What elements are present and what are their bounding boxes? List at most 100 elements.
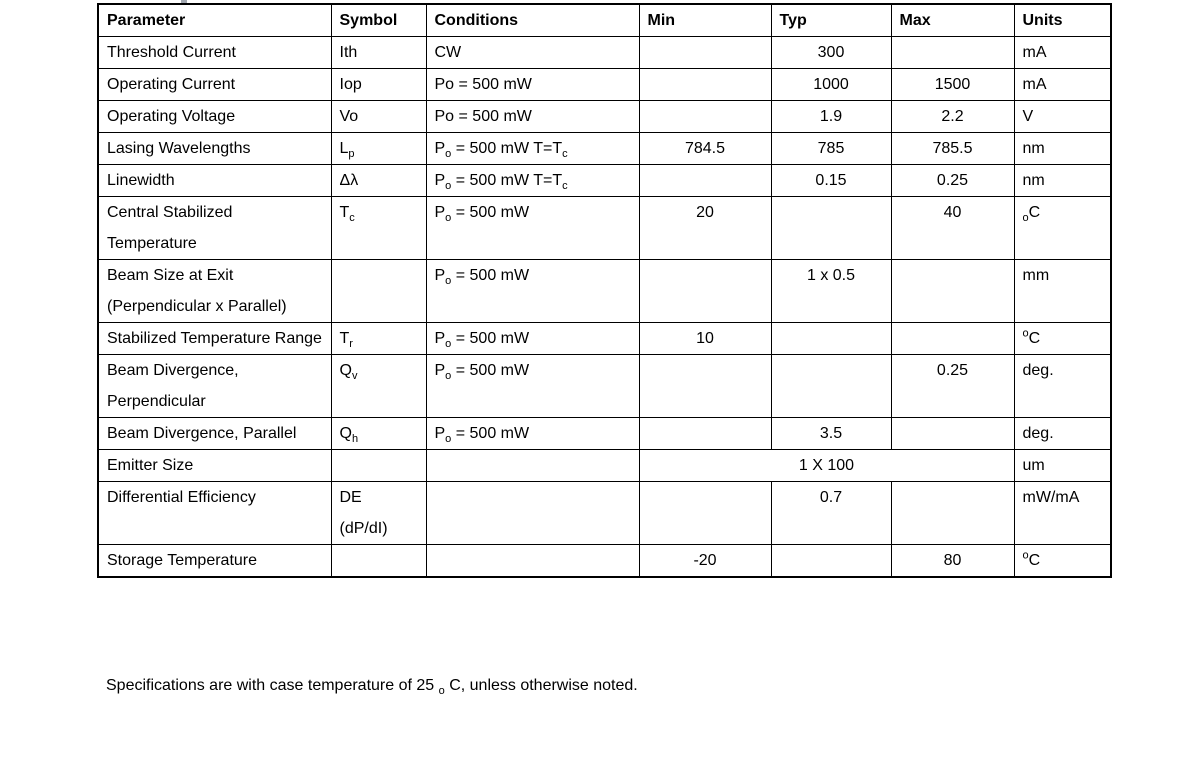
cell-typ [770,354,892,418]
cell-units: nm [1013,132,1112,165]
table-row: Operating Current Iop Po = 500 mW 1000 1500 m… [97,68,1112,101]
cell-parameter: Beam Size at Exit (Perpendicular x Paral… [97,259,332,323]
cell-parameter: Central Stabilized Temperature [97,196,332,260]
cell-conditions: Po = 500 mW [425,100,640,133]
cell-conditions: Po = 500 mW [425,322,640,355]
cell-max [890,322,1015,355]
table-row: Beam Divergence, Parallel Qh Po = 500 mW 3.… [97,417,1112,450]
cell-typ: 0.7 [770,481,892,545]
cell-min: 784.5 [638,132,772,165]
cell-units: nm [1013,164,1112,197]
table-row: Beam Size at Exit (Perpendicular x Paral… [97,259,1112,323]
table-row: Storage Temperature -20 80 oC [97,544,1112,578]
cell-max: 80 [890,544,1015,578]
cell-units: deg. [1013,417,1112,450]
cell-min: -20 [638,544,772,578]
cell-max [890,36,1015,69]
cell-symbol [330,544,427,578]
cell-parameter: Differential Efficiency [97,481,332,545]
column-header-parameter: Parameter [97,3,332,37]
table-row: Emitter Size 1 X 100 um [97,449,1112,482]
cell-conditions: Po = 500 mW [425,354,640,418]
cell-symbol: Ith [330,36,427,69]
cell-typ: 300 [770,36,892,69]
cell-symbol: Lp [330,132,427,165]
cell-units: oC [1013,544,1112,578]
cell-symbol: Qv [330,354,427,418]
footnote: Specifications are with case temperature… [106,677,638,698]
column-header-typ: Typ [770,3,892,37]
cell-units: mW/mA [1013,481,1112,545]
cell-min: 20 [638,196,772,260]
cell-max: 0.25 [890,354,1015,418]
cell-typ [770,544,892,578]
cell-parameter: Operating Current [97,68,332,101]
column-header-max: Max [890,3,1015,37]
cell-conditions: Po = 500 mW [425,68,640,101]
cell-max [890,259,1015,323]
specifications-table: Parameter Symbol Conditions Min Typ Max … [97,3,1112,578]
cell-parameter: Beam Divergence, Parallel [97,417,332,450]
table-row: Linewidth Δλ Po = 500 mW T=Tc 0.15 0.25 nm [97,164,1112,197]
cell-span: 1 X 100 [638,449,1015,482]
table-row: Differential Efficiency DE (dP/dI) 0.7 mW/mA [97,481,1112,545]
cell-min [638,100,772,133]
header-row: Parameter Symbol Conditions Min Typ Max … [97,3,1112,37]
cell-min [638,417,772,450]
table-row: Beam Divergence, Perpendicular Qv Po = 500… [97,354,1112,418]
cell-max [890,481,1015,545]
table-row: Lasing Wavelengths Lp Po = 500 mW T=Tc 784.… [97,132,1112,165]
cell-units: mA [1013,36,1112,69]
cell-units: deg. [1013,354,1112,418]
table-row: Stabilized Temperature Range Tr Po = 500 m… [97,322,1112,355]
cell-typ: 0.15 [770,164,892,197]
cell-typ: 1.9 [770,100,892,133]
column-header-min: Min [638,3,772,37]
cell-units: oC [1013,196,1112,260]
cell-max: 40 [890,196,1015,260]
cell-units: mA [1013,68,1112,101]
table-row: Threshold Current Ith CW 300 mA [97,36,1112,69]
table-row: Operating Voltage Vo Po = 500 mW 1.9 2.2 V [97,100,1112,133]
cell-symbol [330,259,427,323]
cell-parameter: Emitter Size [97,449,332,482]
spec-table-body: Threshold Current Ith CW 300 mA Operating Cur… [97,36,1112,578]
cell-conditions [425,481,640,545]
cropped-content-artifact [181,0,187,4]
cell-conditions: Po = 500 mW [425,196,640,260]
cell-typ: 1 x 0.5 [770,259,892,323]
cell-typ: 1000 [770,68,892,101]
cell-conditions: Po = 500 mW [425,259,640,323]
cell-symbol: Δλ [330,164,427,197]
cell-units: mm [1013,259,1112,323]
cell-min [638,481,772,545]
cell-symbol: Iop [330,68,427,101]
cell-parameter: Beam Divergence, Perpendicular [97,354,332,418]
cell-min [638,36,772,69]
cell-typ: 785 [770,132,892,165]
cell-symbol: Tr [330,322,427,355]
cell-symbol [330,449,427,482]
cell-min [638,68,772,101]
cell-max: 2.2 [890,100,1015,133]
cell-units: um [1013,449,1112,482]
cell-units: V [1013,100,1112,133]
cell-conditions: Po = 500 mW T=Tc [425,132,640,165]
table-header: Parameter Symbol Conditions Min Typ Max … [97,3,1112,37]
cell-parameter: Linewidth [97,164,332,197]
cell-parameter: Storage Temperature [97,544,332,578]
cell-typ [770,322,892,355]
cell-max: 785.5 [890,132,1015,165]
cell-min [638,259,772,323]
cell-parameter: Threshold Current [97,36,332,69]
cell-symbol: DE (dP/dI) [330,481,427,545]
cell-typ: 3.5 [770,417,892,450]
cell-conditions: CW [425,36,640,69]
cell-conditions: Po = 500 mW [425,417,640,450]
cell-symbol: Vo [330,100,427,133]
cell-symbol: Tc [330,196,427,260]
cell-conditions: Po = 500 mW T=Tc [425,164,640,197]
cell-parameter: Lasing Wavelengths [97,132,332,165]
cell-symbol: Qh [330,417,427,450]
